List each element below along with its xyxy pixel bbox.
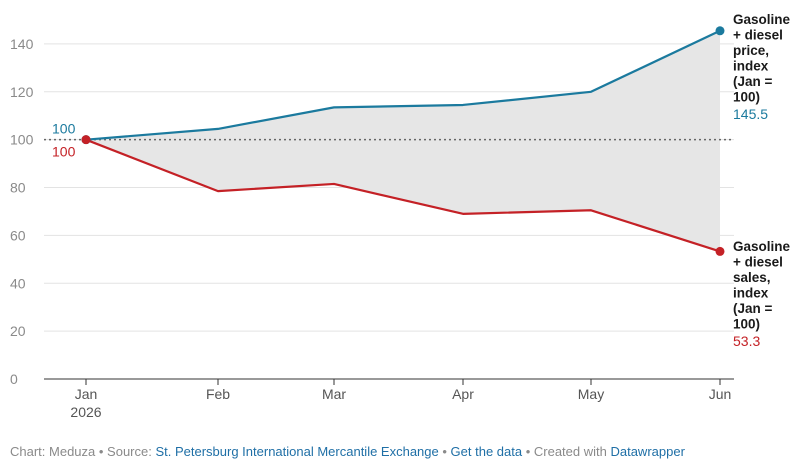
y-tick-label: 140 — [10, 36, 34, 52]
x-tick-label: Jan — [75, 386, 98, 402]
chart-footer: Chart: Meduza • Source: St. Petersburg I… — [10, 444, 685, 459]
footer-created-prefix: • Created with — [522, 444, 611, 459]
y-tick-label: 0 — [10, 371, 18, 387]
series-lines — [85, 29, 721, 253]
y-tick-label: 120 — [10, 84, 34, 100]
y-tick-label: 20 — [10, 323, 26, 339]
end-label-sales: 53.3 — [733, 333, 760, 349]
footer-credit: Chart: Meduza — [10, 444, 96, 459]
x-tick-label: 2026 — [70, 404, 101, 420]
series-name-sales: index — [733, 286, 769, 301]
y-axis-ticks: 0 20 40 60 80 100 120 140 — [10, 36, 34, 387]
series-name-price: 100) — [733, 90, 760, 105]
start-label-sales: 100 — [52, 144, 76, 160]
datawrapper-link[interactable]: Datawrapper — [610, 444, 685, 459]
source-link[interactable]: St. Petersburg International Mercantile … — [155, 444, 439, 459]
area-fill — [86, 30, 720, 252]
end-point-price — [715, 26, 725, 36]
series-name-price: Gasoline — [733, 12, 791, 27]
end-point-sales — [715, 246, 725, 256]
footer-source-prefix: • Source: — [95, 444, 156, 459]
area-between-series — [86, 30, 720, 252]
series-name-price: + diesel — [733, 28, 783, 43]
series-points — [81, 26, 725, 256]
series-name-sales: 100) — [733, 317, 760, 332]
y-tick-label: 100 — [10, 132, 34, 148]
end-label-price: 145.5 — [733, 106, 768, 122]
x-axis-ticks: Jan 2026 Feb Mar Apr May Jun — [70, 379, 731, 420]
series-name-price: (Jan = — [733, 74, 773, 89]
y-tick-label: 40 — [10, 275, 26, 291]
x-tick-label: Mar — [322, 386, 346, 402]
series-name-price: index — [733, 59, 769, 74]
start-label-price: 100 — [52, 121, 76, 137]
series-name-sales: + diesel — [733, 255, 783, 270]
get-data-link[interactable]: Get the data — [450, 444, 523, 459]
x-tick-label: Jun — [709, 386, 732, 402]
x-tick-label: Feb — [206, 386, 230, 402]
line-chart: 0 20 40 60 80 100 120 140 Jan 2026 Feb Mar Apr May Ju… — [10, 12, 791, 420]
y-tick-label: 80 — [10, 180, 26, 196]
series-line-sales — [85, 138, 721, 253]
series-name-sales: (Jan = — [733, 301, 773, 316]
x-tick-label: May — [578, 386, 604, 402]
series-name-sales: Gasoline — [733, 239, 791, 254]
series-line-price — [85, 29, 721, 141]
x-tick-label: Apr — [452, 386, 474, 402]
start-point-sales — [81, 135, 91, 145]
series-name-sales: sales, — [733, 270, 771, 285]
y-tick-label: 60 — [10, 227, 26, 243]
series-name-price: price, — [733, 43, 769, 58]
footer-separator: • — [438, 444, 451, 459]
